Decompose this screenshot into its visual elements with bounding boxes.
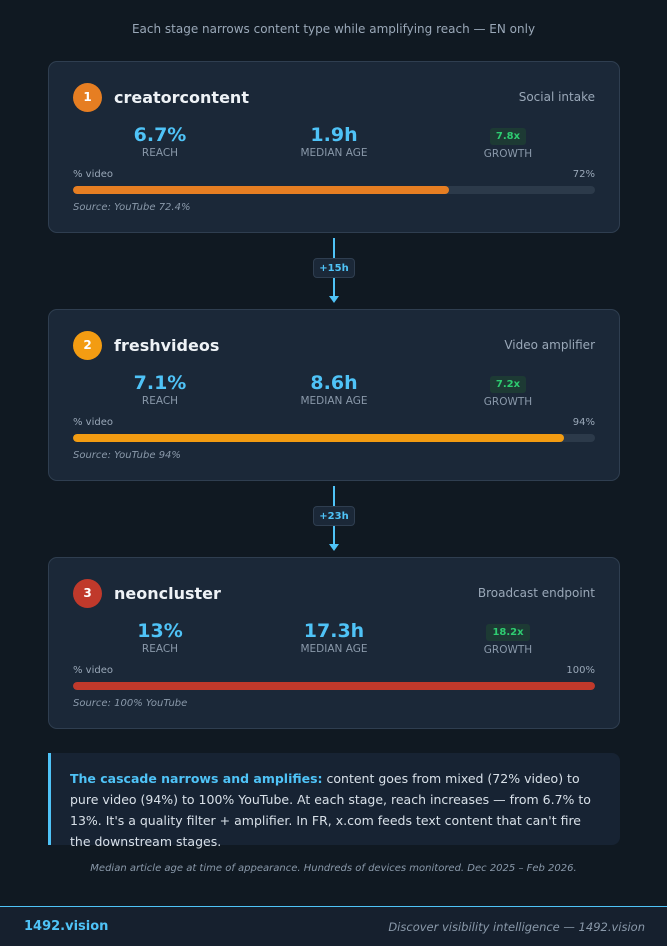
reach-value: 6.7% [133, 124, 187, 146]
reach-value: 7.1% [133, 372, 187, 394]
median-age-stat: 17.3h MEDIAN AGE [247, 620, 421, 657]
video-bar-label: % video [73, 169, 113, 180]
stage-number-badge: 3 [73, 578, 102, 608]
median-age-stat: 8.6h MEDIAN AGE [247, 372, 421, 409]
stage-stats: 7.1% REACH 8.6h MEDIAN AGE 7.2x GROWTH [73, 372, 595, 409]
stage-role: Video amplifier [504, 338, 595, 352]
growth-stat: 7.2x GROWTH [421, 372, 595, 409]
median-age-label: MEDIAN AGE [300, 147, 368, 159]
time-delta-badge: +23h [313, 506, 355, 526]
insight-lead: The cascade narrows and amplifies: [70, 771, 323, 786]
arrow-down-icon [329, 296, 339, 303]
video-progress-bar [73, 186, 595, 194]
median-age-value: 17.3h [303, 620, 365, 642]
stage-source: Source: YouTube 94% [73, 450, 181, 461]
reach-value: 13% [137, 620, 183, 642]
stage-name: neoncluster [114, 583, 221, 603]
reach-stat: 7.1% REACH [73, 372, 247, 409]
stage-role: Social intake [518, 90, 595, 104]
video-progress-bar [73, 434, 595, 442]
stage-source: Source: YouTube 72.4% [73, 202, 191, 213]
footer-tagline: Discover visibility intelligence — 1492.… [388, 919, 645, 934]
median-age-stat: 1.9h MEDIAN AGE [247, 124, 421, 161]
stage-role: Broadcast endpoint [477, 586, 595, 600]
insight-callout: The cascade narrows and amplifies: conte… [48, 753, 620, 849]
video-progress-fill [73, 186, 449, 194]
brand-link[interactable]: 1492.vision [24, 919, 109, 934]
video-bar-label: % video [73, 417, 113, 428]
stage-card: 2 freshvideos Video amplifier 7.1% REACH … [48, 309, 620, 481]
median-age-label: MEDIAN AGE [300, 643, 368, 655]
median-age-label: MEDIAN AGE [300, 395, 368, 407]
growth-label: GROWTH [483, 396, 533, 408]
stage-source: Source: 100% YouTube [73, 698, 188, 709]
stage-header: 3 neoncluster Broadcast endpoint [73, 578, 595, 608]
stage-number-badge: 2 [73, 330, 102, 360]
stage-card: 3 neoncluster Broadcast endpoint 13% REAC… [48, 557, 620, 729]
reach-stat: 6.7% REACH [73, 124, 247, 161]
stage-stats: 6.7% REACH 1.9h MEDIAN AGE 7.8x GROWTH [73, 124, 595, 161]
arrow-down-icon [329, 544, 339, 551]
reach-label: REACH [141, 643, 179, 655]
growth-stat: 7.8x GROWTH [421, 124, 595, 161]
footer: 1492.vision Discover visibility intellig… [0, 906, 667, 946]
video-bar-value: 100% [566, 665, 595, 676]
video-bar-label: % video [73, 665, 113, 676]
video-progress-bar [73, 682, 595, 690]
median-age-value: 1.9h [310, 124, 358, 146]
time-delta-badge: +15h [313, 258, 355, 278]
video-progress-fill [73, 682, 595, 690]
growth-badge: 18.2x [486, 624, 530, 641]
stage-stats: 13% REACH 17.3h MEDIAN AGE 18.2x GROWTH [73, 620, 595, 657]
stage-name: creatorcontent [114, 87, 249, 107]
footnote: Median article age at time of appearance… [90, 863, 577, 874]
reach-label: REACH [141, 395, 179, 407]
stage-number-badge: 1 [73, 82, 102, 112]
video-bar-value: 72% [572, 169, 595, 180]
reach-label: REACH [141, 147, 179, 159]
reach-stat: 13% REACH [73, 620, 247, 657]
stage-card: 1 creatorcontent Social intake 6.7% REACH… [48, 61, 620, 233]
stage-header: 1 creatorcontent Social intake [73, 82, 595, 112]
growth-badge: 7.8x [489, 128, 527, 145]
growth-badge: 7.2x [489, 376, 527, 393]
growth-label: GROWTH [483, 148, 533, 160]
stage-header: 2 freshvideos Video amplifier [73, 330, 595, 360]
page-subtitle: Each stage narrows content type while am… [131, 22, 536, 36]
median-age-value: 8.6h [310, 372, 358, 394]
insight-text: content goes from mixed (72% video) to p… [70, 771, 591, 849]
growth-label: GROWTH [483, 644, 533, 656]
growth-stat: 18.2x GROWTH [421, 620, 595, 657]
video-progress-fill [73, 434, 564, 442]
video-bar-value: 94% [572, 417, 595, 428]
stage-name: freshvideos [114, 335, 220, 355]
